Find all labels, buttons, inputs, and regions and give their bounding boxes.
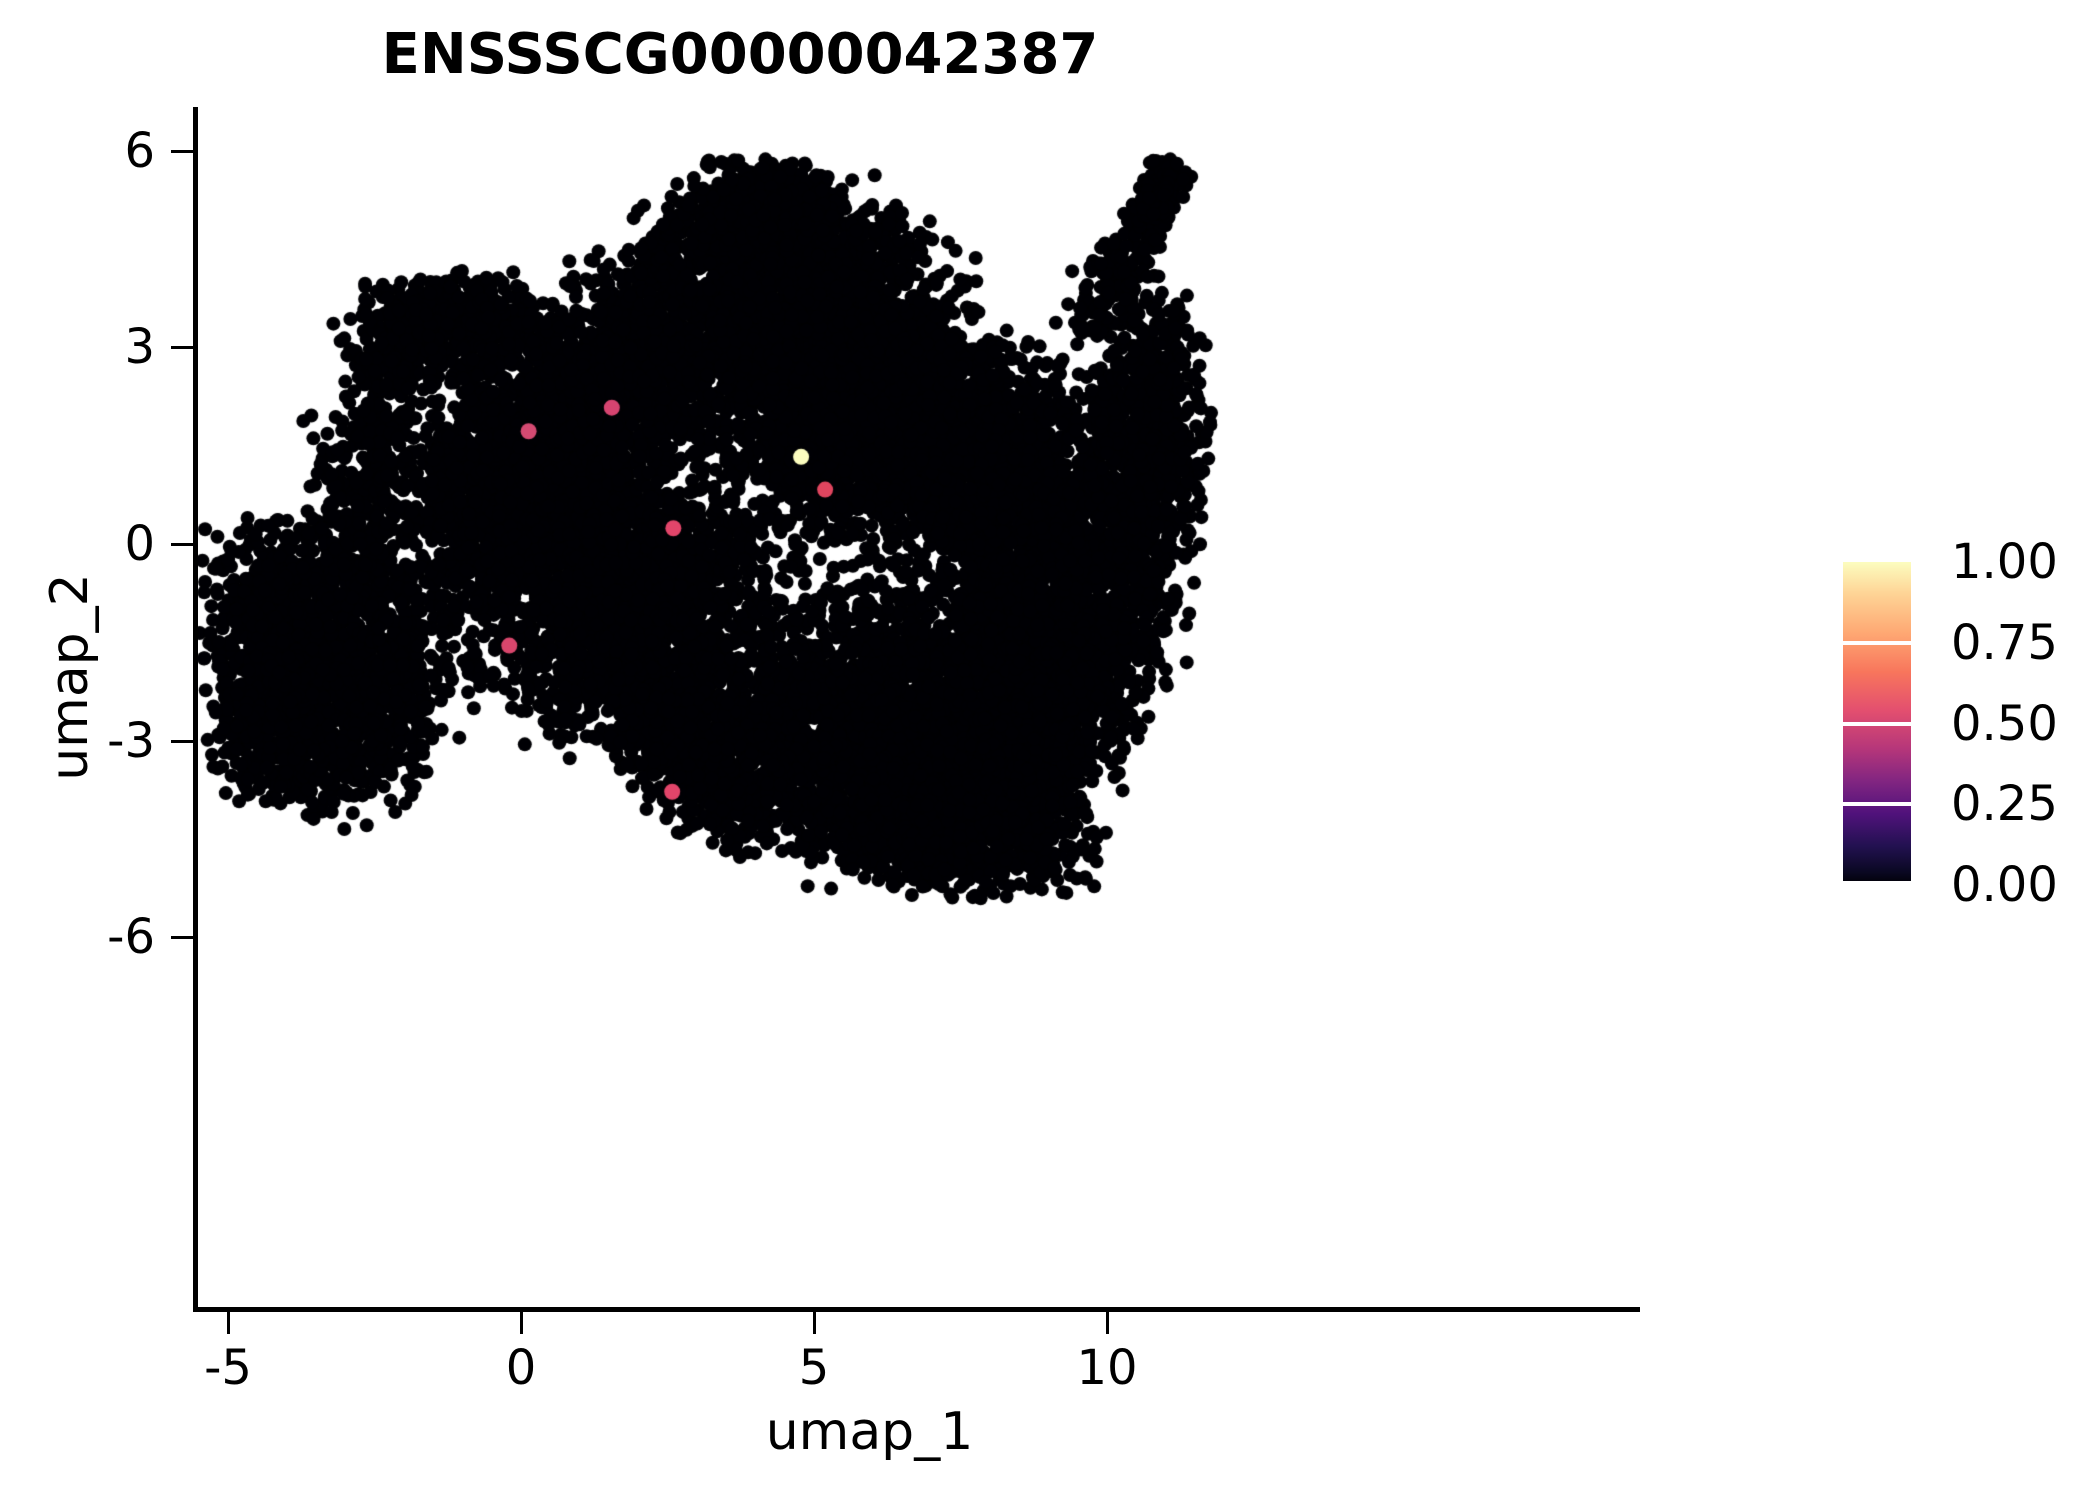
y-tick-label--3: -3: [107, 712, 155, 769]
colorbar-label-1.00: 1.00: [1951, 534, 2058, 590]
x-tick-10: [1106, 1312, 1109, 1334]
colorbar-tick-0.50: [1843, 721, 1911, 726]
x-tick-label-0: 0: [505, 1340, 537, 1396]
y-tick-label-6: 6: [124, 122, 155, 179]
x-axis-label: umap_1: [765, 1402, 974, 1462]
x-tick-5: [813, 1312, 816, 1334]
x-tick--5: [227, 1312, 230, 1334]
colorbar-label-0.75: 0.75: [1951, 614, 2058, 671]
colorbar-label-0.25: 0.25: [1951, 776, 2058, 833]
x-axis-spine: [193, 1307, 1640, 1312]
colorbar-label-0.50: 0.50: [1951, 695, 2058, 752]
x-tick-label--5: -5: [204, 1340, 252, 1396]
colorbar-tick-0.25: [1843, 802, 1911, 807]
colorbar-label-0.00: 0.00: [1951, 857, 2058, 913]
y-tick-0: [171, 543, 193, 546]
y-tick-label-0: 0: [124, 516, 155, 572]
x-tick-label-10: 10: [1076, 1340, 1138, 1396]
x-tick-0: [520, 1312, 523, 1334]
x-tick-label-5: 5: [798, 1340, 830, 1396]
y-tick--6: [171, 936, 193, 940]
scatter-points-canvas: [197, 107, 1542, 1308]
y-axis-label: umap_2: [40, 573, 100, 781]
page-title: ENSSSCG00000042387: [381, 22, 1099, 87]
y-tick-3: [171, 346, 193, 350]
y-tick-6: [171, 149, 193, 153]
colorbar-tick-0.75: [1843, 640, 1911, 645]
y-tick--3: [171, 739, 193, 743]
y-tick-label-3: 3: [124, 319, 155, 376]
y-axis-spine: [193, 107, 198, 1312]
scatter-plot-area[interactable]: [197, 107, 1542, 1308]
colorbar-tick-0.00: [1843, 881, 1911, 885]
y-tick-label--6: -6: [107, 909, 155, 966]
